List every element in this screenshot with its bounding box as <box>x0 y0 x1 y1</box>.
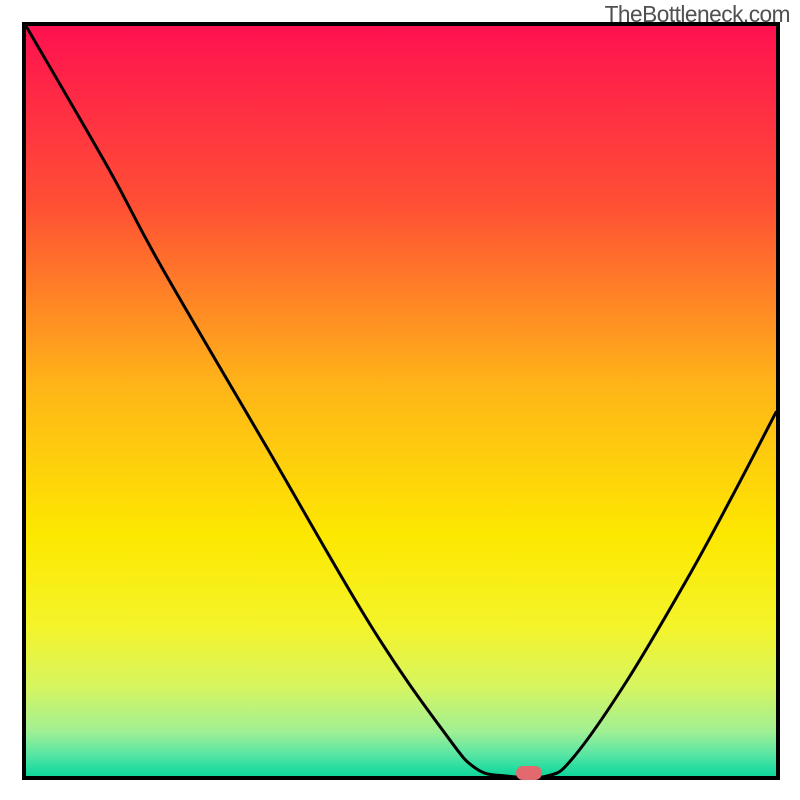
bottleneck-curve <box>26 26 776 776</box>
watermark-text: TheBottleneck.com <box>605 1 790 28</box>
chart-container: { "chart": { "type": "line", "width_px":… <box>0 0 800 800</box>
minimum-marker <box>516 766 542 780</box>
